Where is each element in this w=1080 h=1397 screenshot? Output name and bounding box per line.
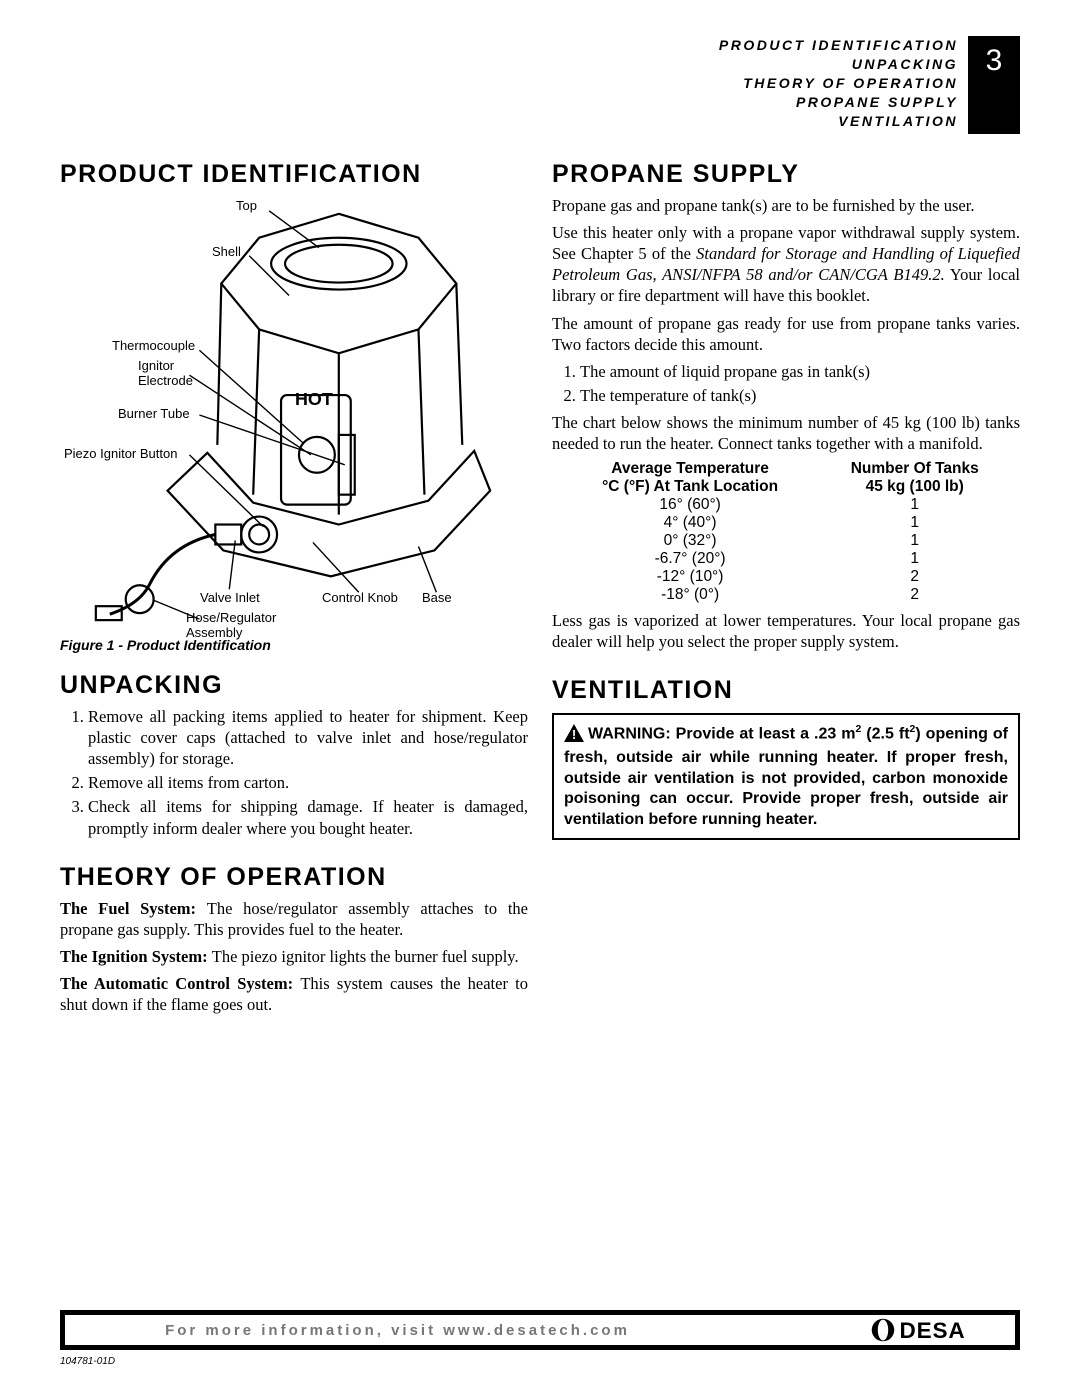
table-header-tanks-1: Number Of Tanks bbox=[825, 460, 1005, 478]
fig-label-piezo: Piezo Ignitor Button bbox=[64, 447, 177, 462]
desa-logo: DESA bbox=[870, 1317, 1009, 1343]
list-item: The temperature of tank(s) bbox=[580, 385, 1020, 406]
table-header-temp-2: °C (°F) At Tank Location bbox=[567, 478, 812, 496]
table-row: 0° (32°)1 bbox=[561, 532, 1010, 550]
list-item: Remove all packing items applied to heat… bbox=[88, 706, 528, 769]
table-header-temp: Average Temperature °C (°F) At Tank Loca… bbox=[561, 460, 818, 496]
cell-temp: -18° (0°) bbox=[561, 586, 818, 604]
page-header: PRODUCT IDENTIFICATION UNPACKING THEORY … bbox=[60, 36, 1020, 134]
list-item: Check all items for shipping damage. If … bbox=[88, 796, 528, 838]
table-header-temp-1: Average Temperature bbox=[567, 460, 812, 478]
footer-text: For more information, visit www.desatech… bbox=[65, 1322, 730, 1339]
unpacking-list: Remove all packing items applied to heat… bbox=[60, 706, 528, 839]
svg-text:!: ! bbox=[572, 727, 576, 742]
fig-label-burner-tube: Burner Tube bbox=[118, 407, 190, 422]
list-item: The amount of liquid propane gas in tank… bbox=[580, 361, 1020, 382]
table-row: -6.7° (20°)1 bbox=[561, 550, 1010, 568]
cell-tanks: 1 bbox=[819, 550, 1011, 568]
fig-label-valve-inlet: Valve Inlet bbox=[200, 591, 260, 606]
cell-temp: 4° (40°) bbox=[561, 514, 818, 532]
theory-fuel-lead: The Fuel System: bbox=[60, 899, 207, 918]
table-row: 4° (40°)1 bbox=[561, 514, 1010, 532]
propane-p4: The chart below shows the minimum number… bbox=[552, 412, 1020, 454]
table-row: -12° (10°)2 bbox=[561, 568, 1010, 586]
cell-temp: 0° (32°) bbox=[561, 532, 818, 550]
doc-number: 104781-01D bbox=[60, 1356, 1020, 1367]
theory-fuel: The Fuel System: The hose/regulator asse… bbox=[60, 898, 528, 940]
fig-label-thermocouple: Thermocouple bbox=[112, 339, 195, 354]
page-footer: For more information, visit www.desatech… bbox=[60, 1310, 1020, 1367]
right-column: PROPANE SUPPLY Propane gas and propane t… bbox=[552, 160, 1020, 1021]
cell-tanks: 2 bbox=[819, 568, 1011, 586]
header-topic: VENTILATION bbox=[719, 112, 958, 131]
cell-tanks: 2 bbox=[819, 586, 1011, 604]
cell-tanks: 1 bbox=[819, 514, 1011, 532]
section-title-theory: THEORY OF OPERATION bbox=[60, 863, 528, 892]
table-header-tanks-2: 45 kg (100 lb) bbox=[825, 478, 1005, 496]
product-figure: HOT bbox=[60, 195, 528, 635]
section-title-ventilation: VENTILATION bbox=[552, 676, 1020, 705]
svg-text:HOT: HOT bbox=[295, 389, 333, 409]
footer-bar: For more information, visit www.desatech… bbox=[60, 1310, 1020, 1350]
propane-p3: The amount of propane gas ready for use … bbox=[552, 313, 1020, 355]
cell-temp: -6.7° (20°) bbox=[561, 550, 818, 568]
header-topics: PRODUCT IDENTIFICATION UNPACKING THEORY … bbox=[719, 36, 968, 130]
theory-ignition: The Ignition System: The piezo ignitor l… bbox=[60, 946, 528, 967]
warning-icon: ! bbox=[564, 724, 584, 748]
propane-p2: Use this heater only with a propane vapo… bbox=[552, 222, 1020, 306]
theory-ign-text: The piezo ignitor lights the burner fuel… bbox=[212, 947, 519, 966]
theory-ign-lead: The Ignition System: bbox=[60, 947, 212, 966]
warning-text-1: WARNING: Provide at least a .23 m bbox=[588, 726, 856, 743]
left-column: PRODUCT IDENTIFICATION bbox=[60, 160, 528, 1021]
propane-p1: Propane gas and propane tank(s) are to b… bbox=[552, 195, 1020, 216]
fig-label-control-knob: Control Knob bbox=[322, 591, 398, 606]
fig-label-hose-regulator: Hose/Regulator Assembly bbox=[186, 611, 276, 641]
factors-list: The amount of liquid propane gas in tank… bbox=[552, 361, 1020, 406]
header-topic: PROPANE SUPPLY bbox=[719, 93, 958, 112]
fig-label-base: Base bbox=[422, 591, 452, 606]
table-header-tanks: Number Of Tanks 45 kg (100 lb) bbox=[819, 460, 1011, 496]
warning-box: ! WARNING: Provide at least a .23 m2 (2.… bbox=[552, 713, 1020, 840]
fig-label-ignitor-electrode: Ignitor Electrode bbox=[138, 359, 193, 389]
warning-text-2: (2.5 ft bbox=[861, 726, 909, 743]
fig-label-shell: Shell bbox=[212, 245, 241, 260]
fig-label-top: Top bbox=[236, 199, 257, 214]
header-topic: THEORY OF OPERATION bbox=[719, 74, 958, 93]
cell-tanks: 1 bbox=[819, 496, 1011, 514]
table-row: 16° (60°)1 bbox=[561, 496, 1010, 514]
page-number: 3 bbox=[968, 36, 1020, 134]
theory-auto: The Automatic Control System: This syste… bbox=[60, 973, 528, 1015]
cell-temp: 16° (60°) bbox=[561, 496, 818, 514]
cell-temp: -12° (10°) bbox=[561, 568, 818, 586]
section-title-product-id: PRODUCT IDENTIFICATION bbox=[60, 160, 528, 189]
propane-p5: Less gas is vaporized at lower temperatu… bbox=[552, 610, 1020, 652]
figure-caption: Figure 1 - Product Identification bbox=[60, 637, 528, 653]
table-row: -18° (0°)2 bbox=[561, 586, 1010, 604]
theory-auto-lead: The Automatic Control System: bbox=[60, 974, 300, 993]
cell-tanks: 1 bbox=[819, 532, 1011, 550]
section-title-propane: PROPANE SUPPLY bbox=[552, 160, 1020, 189]
tank-table: Average Temperature °C (°F) At Tank Loca… bbox=[561, 460, 1010, 604]
list-item: Remove all items from carton. bbox=[88, 772, 528, 793]
header-topic: PRODUCT IDENTIFICATION bbox=[719, 36, 958, 55]
header-topic: UNPACKING bbox=[719, 55, 958, 74]
section-title-unpacking: UNPACKING bbox=[60, 671, 528, 700]
svg-text:DESA: DESA bbox=[900, 1318, 966, 1343]
